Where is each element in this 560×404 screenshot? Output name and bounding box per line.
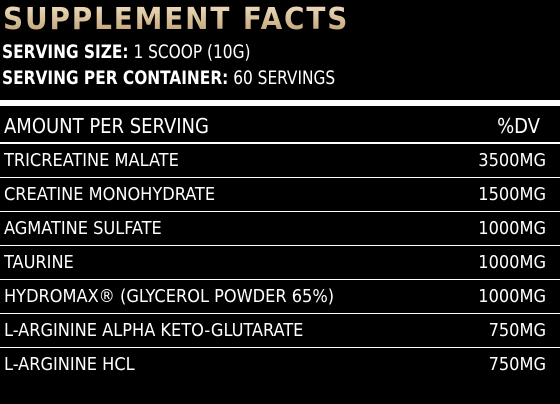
ingredient-amount: 1000MG — [478, 286, 546, 307]
amount-per-serving-header: AMOUNT PER SERVING — [4, 114, 209, 138]
servings-per-container-value: 60 SERVINGS — [233, 67, 336, 89]
ingredient-name: TRICREATINE MALATE — [4, 150, 179, 171]
ingredient-amount: 1000MG — [478, 218, 546, 239]
ingredient-amount: 750MG — [488, 354, 546, 375]
ingredient-row: HYDROMAX® (GLYCEROL POWDER 65%) 1000MG — [0, 280, 560, 314]
serving-size-value: 1 SCOOP (10G) — [133, 41, 251, 63]
ingredient-amount: 3500MG — [478, 150, 546, 171]
servings-per-container-label: SERVING PER CONTAINER: — [2, 67, 229, 89]
ingredient-name: TAURINE — [4, 252, 74, 273]
serving-size-label: SERVING SIZE: — [2, 41, 129, 63]
ingredient-amount: 1500MG — [478, 184, 546, 205]
ingredient-amount: 750MG — [488, 320, 546, 341]
ingredient-row: CREATINE MONOHYDRATE 1500MG — [0, 178, 560, 212]
ingredient-amount: 1000MG — [478, 252, 546, 273]
ingredient-row: L-ARGININE ALPHA KETO-GLUTARATE 750MG — [0, 314, 560, 348]
table-header: AMOUNT PER SERVING %DV — [0, 106, 560, 144]
ingredient-name: L-ARGININE HCL — [4, 354, 135, 375]
thick-divider — [0, 100, 560, 106]
ingredient-name: L-ARGININE ALPHA KETO-GLUTARATE — [4, 320, 304, 341]
ingredient-name: AGMATINE SULFATE — [4, 218, 162, 239]
servings-per-container: SERVING PER CONTAINER: 60 SERVINGS — [2, 66, 335, 90]
ingredient-table: TRICREATINE MALATE 3500MG CREATINE MONOH… — [0, 144, 560, 382]
panel-title: SUPPLEMENT FACTS — [3, 2, 350, 37]
ingredient-name: CREATINE MONOHYDRATE — [4, 184, 216, 205]
serving-size: SERVING SIZE: 1 SCOOP (10G) — [2, 40, 251, 64]
ingredient-row: AGMATINE SULFATE 1000MG — [0, 212, 560, 246]
daily-value-header: %DV — [497, 114, 540, 138]
ingredient-row: TAURINE 1000MG — [0, 246, 560, 280]
ingredient-name: HYDROMAX® (GLYCEROL POWDER 65%) — [4, 286, 335, 307]
ingredient-row: TRICREATINE MALATE 3500MG — [0, 144, 560, 178]
ingredient-row: L-ARGININE HCL 750MG — [0, 348, 560, 382]
